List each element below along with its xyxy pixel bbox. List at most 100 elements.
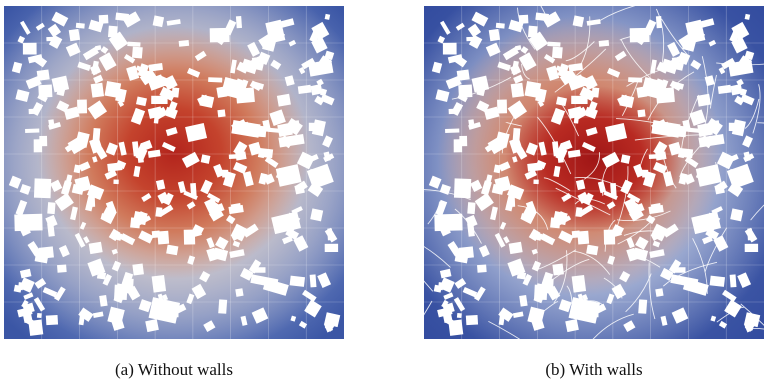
wall-line xyxy=(555,187,611,216)
building xyxy=(465,214,478,228)
buildings-layer xyxy=(8,11,341,336)
building xyxy=(126,285,141,301)
building xyxy=(316,78,324,87)
building xyxy=(166,244,179,256)
building xyxy=(181,151,200,168)
building xyxy=(435,199,448,216)
building xyxy=(520,46,529,54)
building xyxy=(294,184,305,195)
panel-with-walls: (b) With walls xyxy=(424,6,764,380)
building xyxy=(82,46,99,61)
building xyxy=(17,35,26,44)
building xyxy=(147,149,161,158)
building xyxy=(494,232,506,248)
building xyxy=(269,109,286,126)
building xyxy=(218,299,228,314)
building xyxy=(534,284,548,301)
wall-line xyxy=(537,116,572,175)
building xyxy=(192,224,205,235)
building xyxy=(91,60,99,75)
building xyxy=(108,228,121,242)
building xyxy=(89,137,103,154)
building xyxy=(47,202,56,215)
building xyxy=(58,245,70,258)
building xyxy=(45,314,59,326)
building xyxy=(148,63,163,72)
building xyxy=(68,28,81,42)
building xyxy=(206,237,215,249)
building xyxy=(744,227,758,243)
building xyxy=(36,312,42,318)
wall-line xyxy=(623,230,665,236)
heatmap-with-walls xyxy=(424,6,764,339)
wall-line xyxy=(547,258,590,284)
wall-line xyxy=(661,148,677,189)
building xyxy=(298,67,306,75)
building xyxy=(581,141,596,152)
building xyxy=(524,169,538,180)
building xyxy=(190,183,197,196)
building xyxy=(458,246,474,259)
buildings-layer xyxy=(428,11,761,336)
building xyxy=(293,235,309,252)
building xyxy=(606,67,621,78)
building xyxy=(248,141,262,156)
building xyxy=(552,263,564,276)
building xyxy=(701,235,713,245)
building xyxy=(541,271,554,288)
building xyxy=(22,42,37,55)
building xyxy=(626,237,635,249)
building xyxy=(96,274,106,280)
building xyxy=(718,320,728,329)
building xyxy=(571,230,581,239)
building xyxy=(54,192,74,212)
building xyxy=(215,236,229,250)
building xyxy=(74,175,92,193)
wall-line xyxy=(616,210,671,222)
building xyxy=(476,100,490,113)
building xyxy=(151,95,168,105)
building xyxy=(726,163,754,190)
building xyxy=(35,22,45,31)
building xyxy=(528,31,549,52)
building xyxy=(696,93,711,107)
building xyxy=(258,172,268,185)
building xyxy=(203,320,216,332)
building xyxy=(70,206,78,221)
building xyxy=(39,135,48,147)
building xyxy=(320,93,335,106)
building xyxy=(727,182,744,198)
panel-without-walls: (a) Without walls xyxy=(4,6,344,380)
building xyxy=(38,84,53,98)
wall-line xyxy=(517,7,536,50)
wall-line xyxy=(663,261,718,287)
wall-line xyxy=(537,301,559,317)
building xyxy=(456,69,470,81)
building xyxy=(547,41,561,47)
building xyxy=(166,19,181,26)
building xyxy=(468,121,482,130)
building xyxy=(289,275,306,287)
building xyxy=(239,267,254,281)
wall-line xyxy=(757,122,764,124)
building xyxy=(200,179,213,195)
building xyxy=(660,315,668,326)
building xyxy=(717,84,732,94)
wall-line xyxy=(543,177,571,191)
building xyxy=(586,19,601,26)
building xyxy=(235,288,244,297)
building xyxy=(178,40,190,47)
building xyxy=(33,297,46,312)
building xyxy=(550,107,566,125)
building xyxy=(467,23,482,38)
building xyxy=(36,69,50,81)
building xyxy=(743,151,751,162)
building xyxy=(186,293,195,305)
wall-line xyxy=(424,280,434,292)
walls-layer xyxy=(424,6,764,339)
building xyxy=(623,320,636,332)
building xyxy=(582,75,598,91)
building xyxy=(468,34,483,49)
building xyxy=(15,89,30,103)
building xyxy=(324,243,339,253)
